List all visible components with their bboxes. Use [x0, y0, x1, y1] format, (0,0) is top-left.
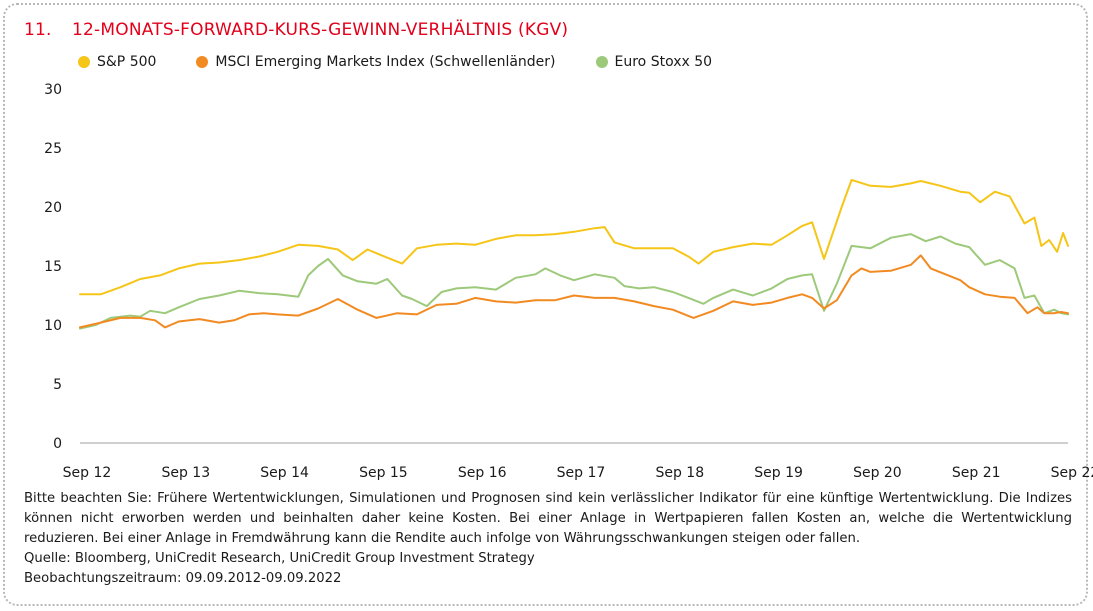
disclaimer-text: Bitte beachten Sie: Frühere Wertentwickl… [24, 491, 1072, 546]
legend-label-msci-em: MSCI Emerging Markets Index (Schwellenlä… [215, 54, 556, 70]
legend-label-euro-stoxx: Euro Stoxx 50 [614, 54, 713, 70]
legend-label-sp500: S&P 500 [97, 54, 157, 70]
x-tick-label: Sep 18 [655, 465, 704, 481]
y-tick-label: 0 [53, 436, 62, 452]
legend-item-sp500: S&P 500 [78, 54, 156, 70]
period-text: Beobachtungszeitraum: 09.09.2012-09.09.2… [24, 571, 342, 586]
legend-dot-euro-stoxx [595, 56, 608, 68]
figure-title: 12-MONATS-FORWARD-KURS-GEWINN-VERHÄLTNIS… [72, 20, 569, 40]
series-line-euro-stoxx [79, 233, 1069, 330]
legend-dot-msci-em [196, 56, 209, 68]
x-tick-label: Sep 19 [754, 465, 803, 481]
legend-dot-sp500 [78, 56, 90, 68]
x-tick-label: Sep 22 [1051, 465, 1093, 481]
series-line-sp500 [79, 178, 1069, 296]
panel-frame [3, 3, 1088, 606]
x-tick-label: Sep 20 [853, 465, 902, 481]
legend-item-msci-em: MSCI Emerging Markets Index (Schwellenlä… [196, 54, 556, 70]
y-tick-label: 25 [44, 141, 62, 157]
x-tick-label: Sep 15 [359, 465, 408, 481]
legend-item-euro-stoxx: Euro Stoxx 50 [595, 54, 713, 70]
x-tick-label: Sep 21 [952, 465, 1001, 481]
y-tick-label: 15 [44, 259, 62, 275]
y-tick-label: 5 [53, 377, 62, 393]
x-tick-label: Sep 17 [557, 465, 606, 481]
figure-number: 11. [24, 20, 52, 40]
source-text: Quelle: Bloomberg, UniCredit Research, U… [24, 551, 535, 566]
series-line-msci-em [79, 254, 1069, 329]
y-tick-label: 30 [44, 82, 62, 98]
x-tick-label: Sep 12 [63, 465, 112, 481]
chart-notes: Bitte beachten Sie: Frühere Wertentwickl… [24, 489, 1072, 589]
x-tick-label: Sep 13 [161, 465, 210, 481]
chart-legend: S&P 500 MSCI Emerging Markets Index (Sch… [78, 52, 712, 72]
x-tick-label: Sep 14 [260, 465, 309, 481]
x-tick-label: Sep 16 [458, 465, 507, 481]
y-tick-label: 20 [44, 200, 62, 216]
y-tick-label: 10 [44, 318, 62, 334]
chart-title: 11. 12-MONATS-FORWARD-KURS-GEWINN-VERHÄLT… [24, 20, 568, 40]
